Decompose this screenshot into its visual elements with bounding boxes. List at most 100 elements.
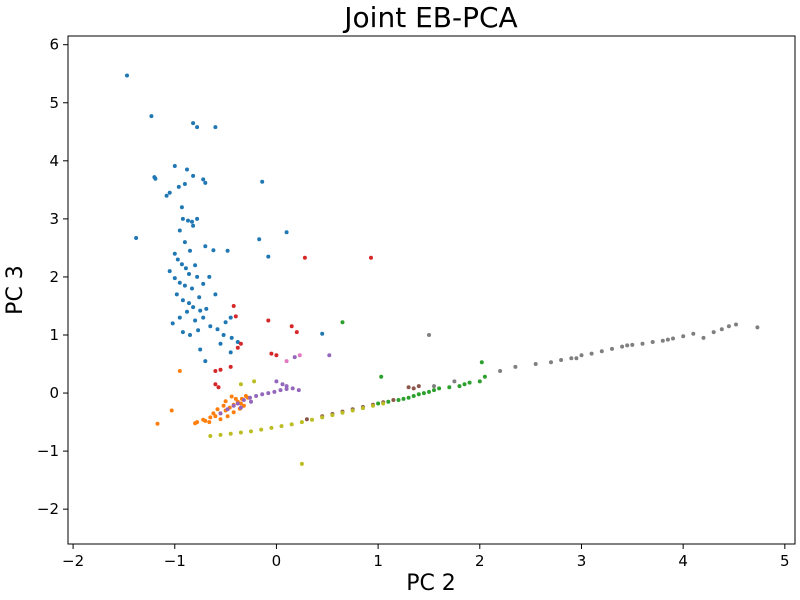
data-point — [289, 422, 294, 427]
data-point — [218, 367, 223, 372]
y-tick-label: −2 — [37, 500, 59, 518]
data-point — [180, 330, 185, 335]
data-point — [195, 216, 200, 221]
data-point — [467, 380, 472, 385]
data-point — [330, 413, 335, 418]
data-point — [320, 331, 325, 336]
data-point — [201, 281, 206, 286]
data-point — [252, 379, 257, 384]
data-point — [381, 401, 386, 406]
data-point — [185, 309, 189, 314]
data-point — [231, 410, 236, 415]
data-point — [432, 388, 436, 393]
data-point — [183, 266, 188, 271]
data-point — [172, 251, 177, 256]
data-point — [719, 327, 724, 332]
data-point — [379, 374, 384, 379]
data-point — [290, 386, 295, 391]
data-point — [284, 387, 289, 391]
data-point — [327, 353, 332, 358]
data-point — [711, 330, 716, 335]
data-point — [233, 396, 238, 401]
data-point — [482, 374, 487, 379]
data-point — [241, 398, 246, 402]
data-point — [211, 248, 216, 253]
data-point — [477, 379, 482, 384]
data-point — [223, 320, 228, 325]
data-point — [213, 292, 218, 297]
data-point — [174, 292, 179, 297]
data-point — [630, 342, 635, 347]
y-tick-label: 0 — [49, 384, 59, 402]
data-point — [650, 340, 655, 344]
data-point — [299, 461, 304, 466]
series-3 — [340, 320, 487, 406]
data-point — [304, 417, 309, 422]
data-point — [191, 223, 196, 228]
data-point — [218, 341, 223, 346]
data-point — [195, 274, 200, 279]
data-point — [691, 331, 696, 336]
data-point — [213, 414, 218, 419]
data-point — [125, 73, 129, 78]
plot-area — [125, 73, 760, 466]
data-point — [216, 385, 221, 390]
data-point — [203, 244, 208, 249]
data-point — [406, 395, 411, 400]
data-point — [229, 394, 234, 399]
data-point — [671, 336, 675, 341]
data-point — [186, 218, 190, 223]
data-point — [625, 343, 630, 348]
x-tick-label: −1 — [164, 552, 186, 570]
data-point — [190, 219, 194, 224]
data-point — [167, 269, 172, 274]
y-tick-label: 4 — [49, 152, 59, 170]
data-point — [213, 125, 218, 130]
data-point — [221, 403, 226, 408]
data-point — [278, 388, 283, 393]
data-point — [170, 321, 175, 326]
data-point — [201, 315, 206, 320]
data-point — [207, 274, 212, 279]
data-point — [229, 335, 234, 340]
data-point — [260, 179, 265, 184]
data-point — [197, 295, 202, 300]
data-point — [228, 315, 233, 320]
data-point — [172, 276, 177, 281]
plot-frame — [67, 35, 796, 545]
y-tick-label: −1 — [37, 442, 59, 460]
data-point — [513, 364, 518, 369]
data-point — [231, 403, 236, 408]
data-point — [193, 421, 198, 426]
data-point — [238, 401, 243, 406]
data-point — [179, 262, 184, 267]
data-point — [579, 353, 584, 358]
data-point — [274, 379, 279, 384]
data-point — [198, 308, 203, 313]
data-point — [195, 125, 200, 130]
data-point — [228, 350, 233, 355]
data-point — [340, 410, 345, 415]
data-point — [193, 263, 198, 268]
data-point — [386, 399, 391, 404]
data-point — [599, 349, 604, 354]
data-point — [296, 388, 301, 393]
data-point — [175, 257, 180, 262]
data-point — [188, 248, 192, 253]
data-point — [213, 369, 218, 373]
data-point — [310, 417, 314, 422]
data-point — [257, 237, 262, 242]
data-point — [225, 407, 230, 412]
data-point — [213, 382, 218, 387]
data-point — [681, 334, 686, 339]
data-point — [266, 254, 271, 259]
y-tick-label: 5 — [49, 94, 59, 112]
data-point — [302, 255, 307, 260]
data-point — [421, 391, 426, 396]
data-point — [182, 240, 187, 245]
data-point — [401, 396, 406, 401]
data-point — [203, 359, 208, 364]
data-point — [269, 425, 274, 430]
data-point — [284, 230, 289, 235]
